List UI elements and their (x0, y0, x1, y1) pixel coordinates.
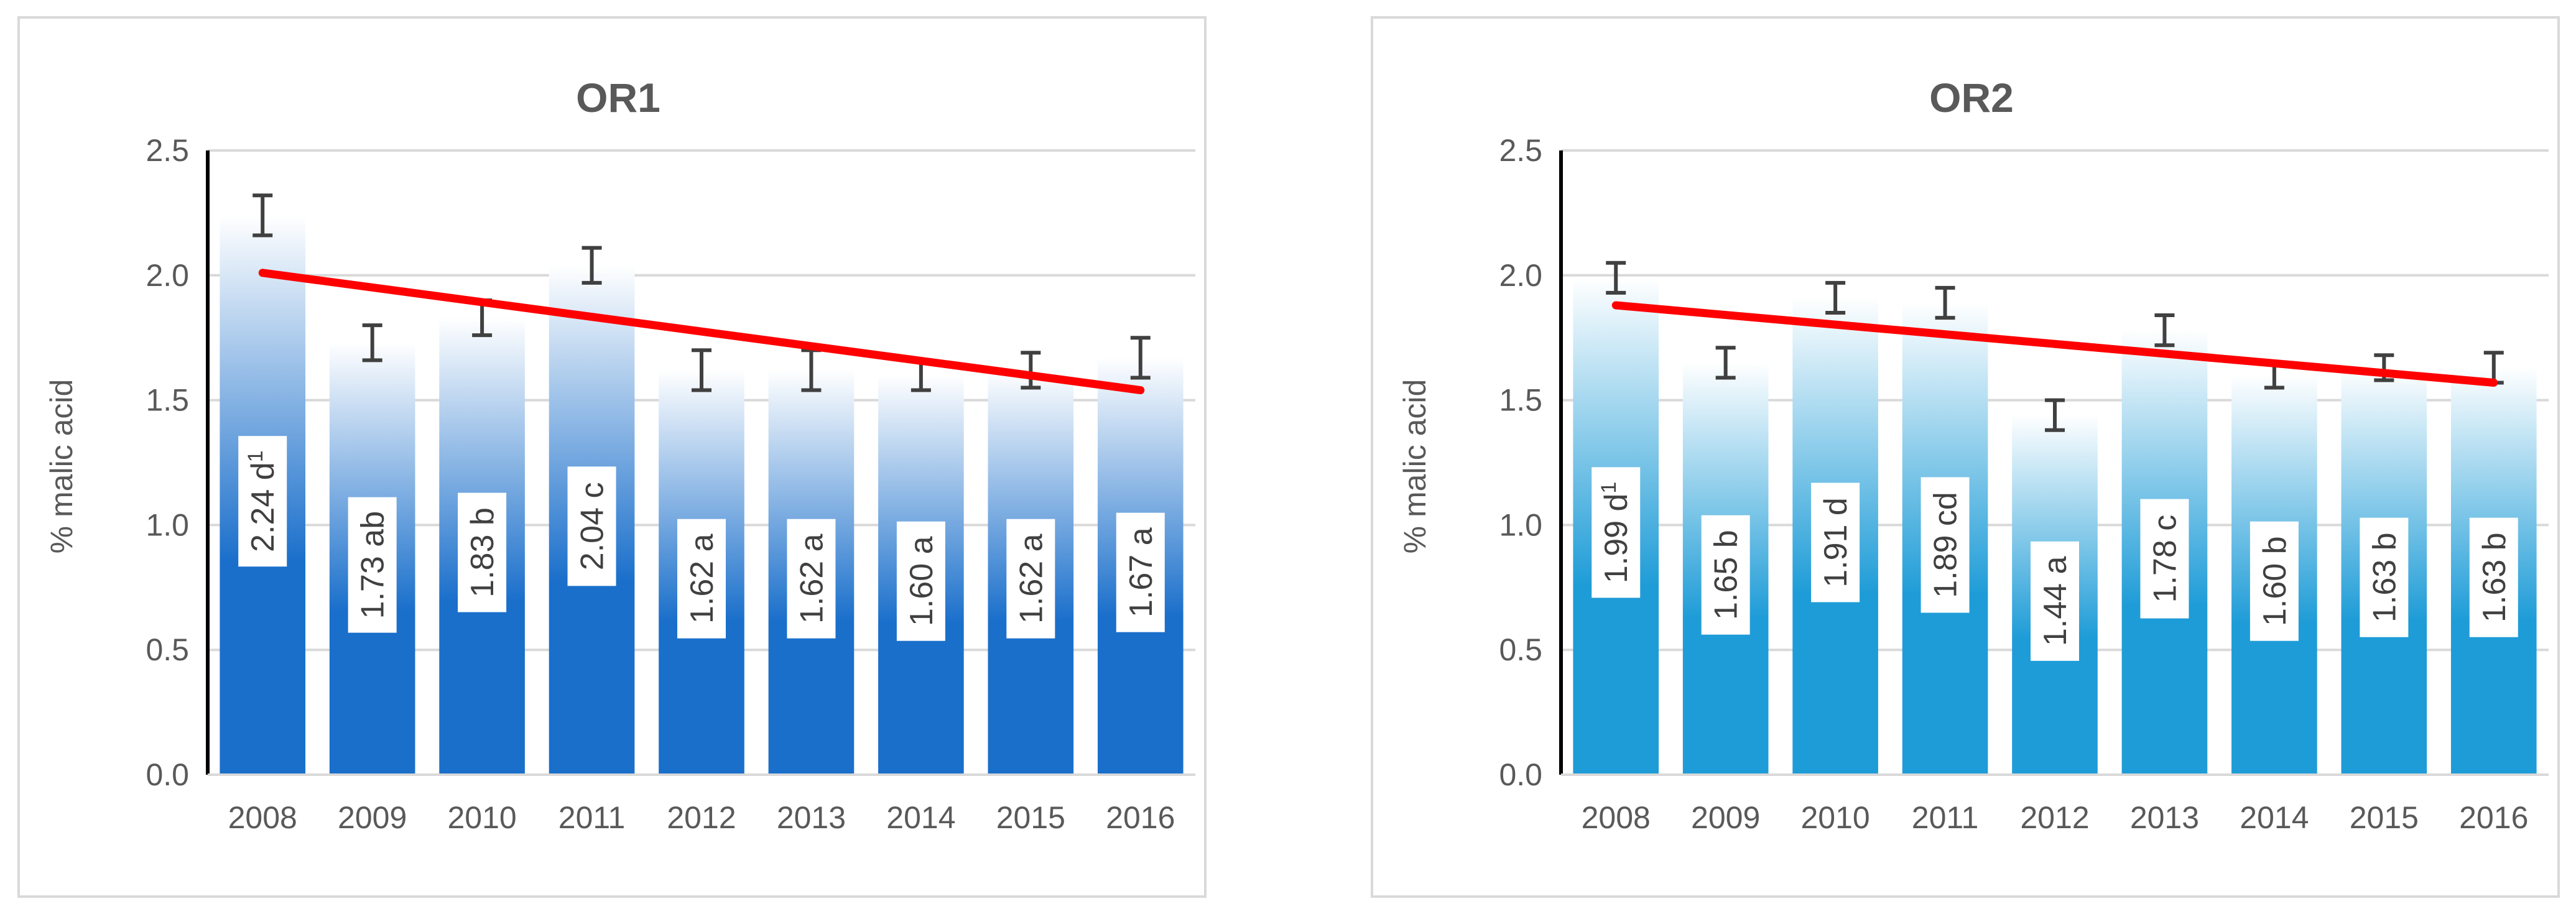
x-tick-label: 2011 (558, 800, 626, 835)
y-tick-label: 0.0 (146, 757, 189, 792)
x-tick-label: 2010 (1800, 800, 1869, 835)
data-label: 1.99 d1 (1597, 482, 1634, 584)
data-label: 1.60 b (2257, 536, 2293, 626)
data-label: 1.60 a (904, 536, 940, 626)
chart-or1: OR1 % malic acid 0.0 0.5 1.0 1.5 2.0 2.5 2.24 … (44, 75, 1195, 835)
data-label-box (787, 519, 836, 639)
x-tick-label: 2009 (338, 800, 407, 835)
y-tick-label: 0.5 (146, 632, 189, 667)
data-label-box (2031, 541, 2079, 661)
x-tick-label: 2011 (1912, 800, 1979, 835)
x-tick-label: 2014 (886, 800, 955, 835)
data-label-superscript: 1 (1597, 482, 1621, 494)
x-tick-label: 2012 (2020, 800, 2089, 835)
y-tick-label: 2.0 (146, 258, 189, 293)
data-label: 1.73 ab (355, 511, 391, 619)
data-label-box (1116, 512, 1165, 632)
chart-title: OR2 (1929, 75, 2014, 121)
x-tick-label: 2010 (447, 800, 516, 835)
data-label-box (2249, 521, 2299, 641)
data-label: 2.04 c (575, 482, 611, 571)
x-tick-label: 2008 (228, 800, 297, 835)
data-label: 1.78 c (2147, 515, 2183, 603)
trend-line (1611, 301, 2498, 387)
x-tick-label: 2013 (2130, 800, 2199, 835)
error-bar (362, 323, 382, 362)
data-label-box (1006, 519, 1055, 639)
data-label-box (677, 519, 726, 639)
x-tick-label: 2008 (1582, 800, 1651, 835)
error-bar (2154, 313, 2175, 348)
data-label-box (2469, 517, 2518, 637)
data-label: 1.62 a (1013, 533, 1049, 624)
error-bar (1825, 280, 1846, 315)
data-label: 1.63 b (2476, 532, 2513, 622)
x-tick-label: 2014 (2240, 800, 2309, 835)
x-tick-label: 2015 (996, 800, 1065, 835)
data-label: 1.62 a (684, 533, 720, 624)
chart-title: OR1 (576, 75, 660, 121)
y-axis-label: % malic acid (1397, 379, 1432, 554)
chart-or2: OR2 % malic acid 0.0 0.5 1.0 1.5 2.0 2.5 1.99 … (1397, 75, 2549, 835)
chart-panel-or2: OR2 % malic acid 0.0 0.5 1.0 1.5 2.0 2.5 1.99 … (1371, 16, 2560, 898)
data-label-box (1701, 515, 1750, 635)
y-tick-label: 1.5 (146, 383, 189, 418)
error-bar (581, 246, 602, 285)
y-tick-label: 0.5 (1499, 632, 1542, 667)
x-tick-label: 2013 (777, 800, 846, 835)
data-label-box (1591, 467, 1641, 598)
error-bar (1935, 285, 1955, 320)
data-label: 2.24 d1 (244, 450, 281, 552)
error-bar (2045, 398, 2065, 432)
data-label-box (2140, 499, 2189, 619)
error-bar (1715, 346, 1736, 380)
data-label-box (348, 497, 397, 633)
data-label-box (458, 492, 507, 612)
data-label: 1.67 a (1123, 527, 1159, 617)
error-bar (1606, 261, 1626, 295)
data-label: 1.65 b (1708, 530, 1744, 620)
error-bar (253, 193, 273, 238)
y-tick-label: 2.5 (146, 133, 189, 168)
data-label-box (1811, 482, 1860, 602)
x-tick-label: 2016 (1106, 800, 1175, 835)
x-tick-label: 2016 (2459, 800, 2528, 835)
data-label-box (896, 521, 945, 641)
y-tick-label: 1.5 (1499, 383, 1542, 418)
x-tick-label: 2012 (667, 800, 736, 835)
data-label: 1.91 d (1818, 497, 1854, 588)
error-bar (1130, 336, 1151, 380)
chart-panel-or1: OR1 % malic acid 0.0 0.5 1.0 1.5 2.0 2.5 2.24 … (17, 16, 1207, 898)
y-tick-label: 0.0 (1499, 757, 1542, 792)
y-tick-label: 2.0 (1499, 258, 1542, 293)
data-label-superscript: 1 (244, 450, 267, 462)
x-tick-label: 2009 (1691, 800, 1760, 835)
data-label: 1.83 b (465, 507, 501, 598)
trend-line (258, 269, 1145, 395)
error-bar (692, 348, 711, 392)
data-label-box (2360, 517, 2409, 637)
y-axis-label: % malic acid (44, 379, 79, 554)
data-label-box (1920, 477, 1970, 613)
data-label: 1.89 cd (1928, 492, 1964, 598)
data-label: 1.44 a (2037, 556, 2073, 646)
error-bar (1021, 351, 1041, 390)
y-tick-label: 2.5 (1499, 133, 1542, 168)
data-label: 1.63 b (2366, 532, 2402, 622)
data-label: 1.62 a (794, 533, 830, 624)
y-tick-label: 1.0 (146, 507, 189, 542)
y-tick-label: 1.0 (1499, 507, 1542, 542)
x-tick-label: 2015 (2350, 800, 2419, 835)
data-label-box (567, 466, 616, 586)
data-label-box (238, 436, 287, 567)
